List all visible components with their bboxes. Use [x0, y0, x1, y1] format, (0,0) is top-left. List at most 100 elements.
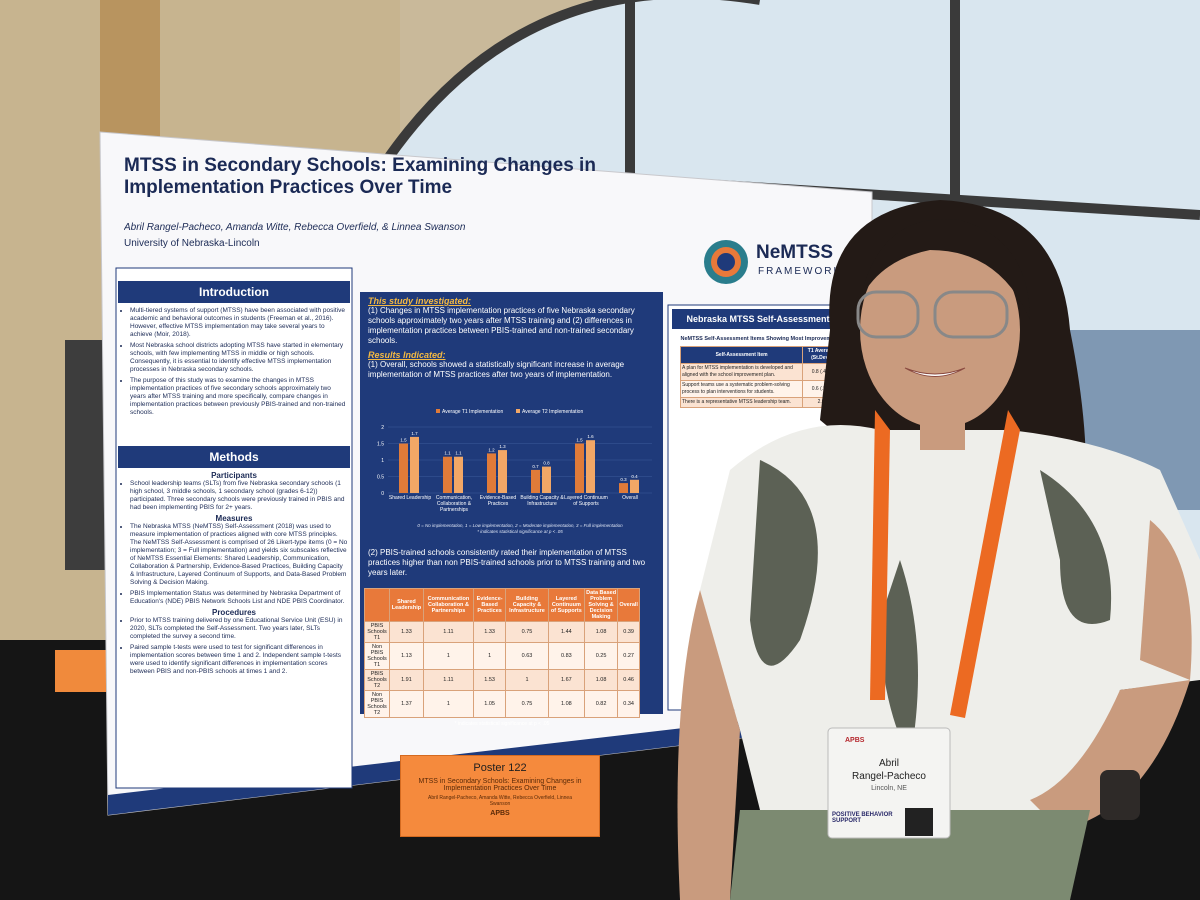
self-assessment-table: Self-Assessment Item T1 Average (St.Dev.)… — [680, 346, 840, 408]
table-cell: 1.08 — [583, 621, 619, 643]
table-cell: 1.13 — [389, 642, 424, 670]
header-cell: Layered Continuum of Supports — [547, 588, 585, 622]
table-note: * indicates statistical significance at … — [454, 721, 550, 727]
bar — [399, 443, 408, 493]
badge-city: Lincoln, NE — [871, 785, 907, 792]
legend-label: Average T1 Implementation — [442, 409, 503, 415]
badge-name: Abril — [878, 758, 899, 769]
bar — [630, 479, 639, 493]
table-cell: PBIS Schools T1 — [363, 621, 391, 643]
x-tick-label: Communication, Collaboration & Partnersh… — [435, 495, 473, 513]
x-tick-label: Layered Continuum of Supports — [564, 495, 608, 507]
table-cell: 1.05 — [473, 690, 507, 718]
table-cell: 0.46 — [617, 669, 640, 691]
x-label-box: Overall — [622, 495, 638, 501]
table-cell: 0.83 — [547, 642, 585, 670]
bullet: Paired sample t-tests were used to test … — [130, 644, 348, 676]
bullet: Most Nebraska school districts adopting … — [130, 342, 348, 374]
x-label-box: Shared Leadership — [388, 495, 432, 501]
bar-chart: 0 0.5 1 1.5 2 Average T1 Implementation Averag… — [377, 409, 652, 534]
poster-authors: Abril Rangel-Pacheco, Amanda Witte, Rebe… — [124, 222, 466, 233]
table-cell: 1.08 — [547, 690, 585, 718]
bar — [410, 436, 419, 493]
table-cell: 1.67 — [547, 669, 585, 691]
poster-title: MTSS in Secondary Schools: Examining Cha… — [124, 155, 596, 198]
header-cell — [363, 588, 391, 622]
x-label-box: Layered Continuum of Supports — [564, 495, 608, 507]
results-table: Shared Leadership Communication Collabora… — [363, 588, 640, 718]
legend-swatch — [436, 409, 440, 413]
table-wrap: Shared Leadership Communication Collabora… — [363, 588, 640, 727]
value-label: 0.7 — [532, 464, 539, 469]
table-cell: Non PBIS Schools T2 — [363, 690, 391, 718]
table-cell: 1 — [422, 642, 475, 670]
self-assessment: NeMTSS Self-Assessment Items Showing Mos… — [680, 336, 840, 436]
header-cell: Shared Leadership — [389, 588, 424, 622]
table-cell: PBIS Schools T2 — [363, 669, 391, 691]
value-label: 0.8 — [543, 461, 550, 466]
placard: Poster 122 MTSS in Secondary Schools: Ex… — [400, 755, 600, 837]
introduction: Multi-tiered systems of support (MTSS) h… — [120, 307, 348, 443]
bar — [531, 469, 540, 493]
x-label-box: Building Capacity & Infrastructure — [520, 495, 564, 507]
subheading: Procedures — [211, 608, 257, 617]
table-row: PBIS Schools T1 1.33 1.11 1.33 0.75 1.44 1.08 0… — [363, 621, 640, 643]
logo-sub: FRAMEWORK — [758, 266, 843, 277]
x-tick-label: Shared Leadership — [388, 495, 432, 501]
table-cell: 0.34 — [617, 690, 640, 718]
logo-name: NeMTSS — [756, 242, 834, 263]
table-cell: 1 — [473, 642, 507, 670]
bullet: Multi-tiered systems of support (MTSS) h… — [130, 307, 348, 339]
bullet: School leadership teams (SLTs) from five… — [130, 480, 348, 512]
placard-title: Poster 122 — [473, 762, 527, 774]
table-cell: 1.91 — [389, 669, 424, 691]
header-row: Shared Leadership Communication Collabora… — [363, 588, 640, 622]
value-label: 0.4 — [631, 474, 638, 479]
header-cell: Overall — [617, 588, 640, 622]
bullet-list: The Nebraska MTSS (NeMTSS) Self-Assessme… — [120, 523, 348, 606]
placard-text: MTSS in Secondary Schools: Examining Cha… — [418, 778, 582, 792]
value-label: 0.3 — [620, 477, 627, 482]
value-label: 1.5 — [576, 438, 583, 443]
bar — [487, 453, 496, 493]
subheading: NeMTSS Self-Assessment Items Showing Mos… — [680, 336, 840, 342]
bullet: PBIS Implementation Status was determine… — [130, 590, 348, 606]
value-label: 1.1 — [455, 451, 462, 456]
bullet: The purpose of this study was to examine… — [130, 377, 348, 417]
x-tick-label: Building Capacity & Infrastructure — [520, 495, 564, 507]
legend-swatch — [516, 409, 520, 413]
x-tick-label: Evidence-Based Practices — [479, 495, 517, 507]
bar — [586, 440, 595, 493]
value-label: 1.6 — [587, 434, 594, 439]
y-tick-label: 1 — [381, 458, 384, 464]
bar — [619, 483, 628, 493]
table-cell: 0.75 — [505, 621, 549, 643]
bullet: Prior to MTSS training delivered by one … — [130, 617, 348, 641]
bullet-list: Prior to MTSS training delivered by one … — [120, 617, 348, 676]
bullet-list: Multi-tiered systems of support (MTSS) h… — [120, 307, 348, 417]
table-cell: There is a representative MTSS leadershi… — [680, 397, 804, 408]
value-label: 1.7 — [411, 431, 418, 436]
study-heading: This study investigated: — [368, 296, 472, 306]
legend-label: Average T2 Implementation — [522, 409, 583, 415]
bar — [454, 456, 463, 493]
result-text: (2) PBIS-trained schools consistently ra… — [368, 548, 646, 577]
table-row: Non PBIS Schools T2 1.37 1 1.05 0.75 1.08 0.82… — [363, 690, 640, 718]
header-cell: Building Capacity & Infrastructure — [505, 588, 549, 622]
study-text: (1) Changes in MTSS implementation pract… — [368, 306, 635, 345]
table-cell: 1 — [505, 669, 549, 691]
subheading: Measures — [215, 514, 253, 523]
section-heading: Methods — [118, 446, 350, 468]
header-cell: Evidence-Based Practices — [473, 588, 507, 622]
value-label: 1.1 — [444, 451, 451, 456]
y-tick-label: 2 — [381, 425, 384, 431]
section-heading: Nebraska MTSS Self-Assessment — [672, 309, 844, 329]
header-cell: Data Based Problem Solving & Decision Ma… — [583, 588, 619, 622]
placard-authors: Abril Rangel-Pacheco, Amanda Witte, Rebe… — [428, 795, 572, 807]
study-panel: This study investigated: (1) Changes in … — [368, 296, 658, 380]
badge-surname: Rangel-Pacheco — [852, 771, 926, 782]
badge-footer: POSITIVE BEHAVIOR SUPPORT — [832, 812, 893, 824]
x-label-box: Communication, Collaboration & Partnersh… — [435, 495, 473, 513]
